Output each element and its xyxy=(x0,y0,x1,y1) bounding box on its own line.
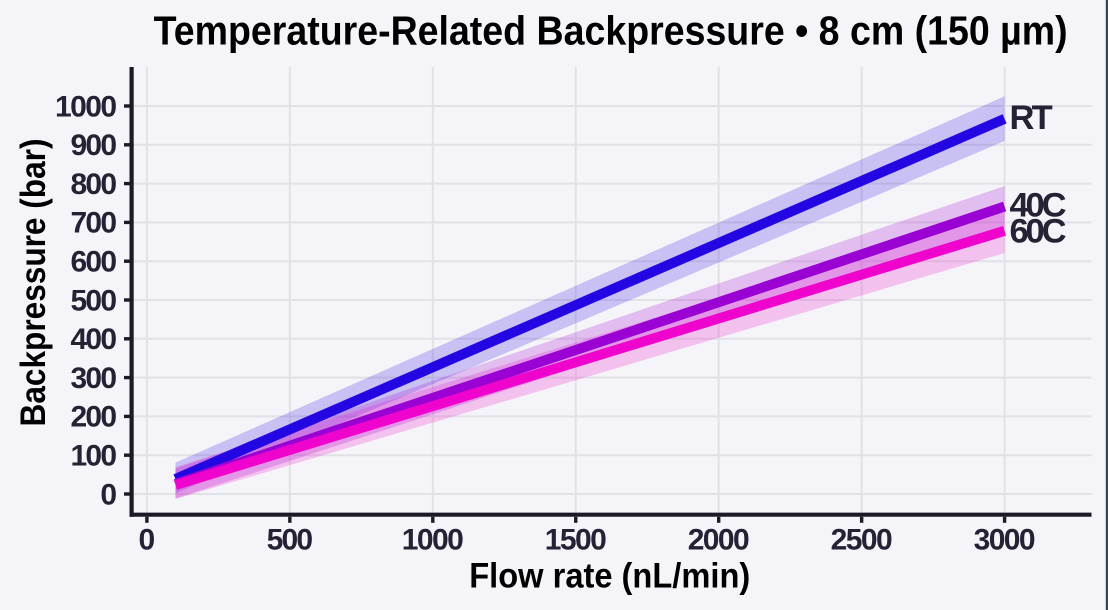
svg-text:900: 900 xyxy=(71,129,118,162)
svg-text:RT: RT xyxy=(1010,99,1053,137)
svg-text:Flow rate (nL/min): Flow rate (nL/min) xyxy=(469,556,750,595)
svg-text:Temperature-Related Backpressu: Temperature-Related Backpressure • 8 cm … xyxy=(154,8,1068,54)
svg-text:1000: 1000 xyxy=(55,90,117,123)
svg-text:400: 400 xyxy=(71,323,118,356)
svg-text:60C: 60C xyxy=(1010,212,1067,250)
svg-text:0: 0 xyxy=(100,478,117,511)
svg-text:800: 800 xyxy=(71,168,118,201)
svg-text:700: 700 xyxy=(71,207,118,240)
svg-text:2500: 2500 xyxy=(831,523,893,556)
svg-text:40C: 40C xyxy=(1010,187,1067,225)
svg-text:0: 0 xyxy=(139,523,156,556)
svg-text:1500: 1500 xyxy=(545,523,607,556)
svg-text:Backpressure (bar): Backpressure (bar) xyxy=(14,139,53,427)
svg-text:500: 500 xyxy=(267,523,314,556)
svg-text:500: 500 xyxy=(71,284,118,317)
svg-text:300: 300 xyxy=(71,362,118,395)
svg-text:3000: 3000 xyxy=(974,523,1036,556)
svg-text:1000: 1000 xyxy=(402,523,464,556)
svg-text:600: 600 xyxy=(71,246,118,279)
svg-text:100: 100 xyxy=(71,440,118,473)
svg-text:200: 200 xyxy=(71,401,118,434)
svg-text:2000: 2000 xyxy=(688,523,750,556)
